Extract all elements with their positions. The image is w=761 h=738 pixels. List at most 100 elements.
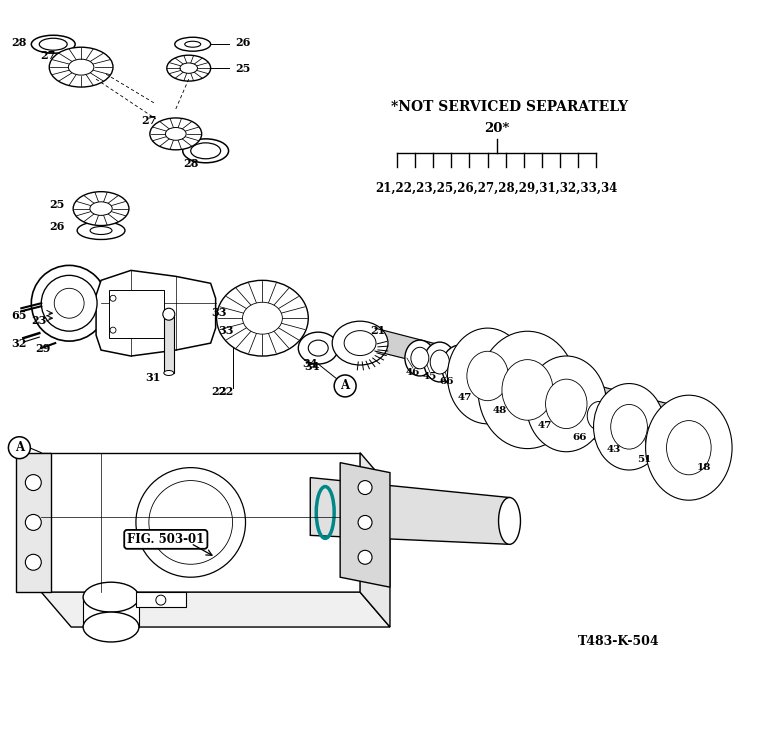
Ellipse shape [467, 351, 508, 401]
Ellipse shape [478, 331, 577, 449]
Circle shape [25, 554, 41, 570]
Ellipse shape [90, 227, 112, 235]
Text: 65: 65 [11, 310, 27, 321]
Ellipse shape [164, 313, 174, 317]
Circle shape [334, 375, 356, 397]
Text: FIG. 503-01: FIG. 503-01 [127, 533, 205, 546]
Ellipse shape [449, 354, 470, 380]
Ellipse shape [424, 342, 456, 382]
Text: 26: 26 [49, 221, 65, 232]
Circle shape [358, 551, 372, 565]
Text: 27: 27 [40, 49, 56, 61]
Ellipse shape [185, 41, 201, 47]
Ellipse shape [167, 55, 211, 81]
Polygon shape [136, 592, 186, 607]
Text: 34: 34 [303, 357, 318, 368]
Ellipse shape [540, 373, 592, 435]
Ellipse shape [645, 424, 669, 452]
Circle shape [110, 327, 116, 333]
Ellipse shape [498, 497, 521, 545]
Ellipse shape [83, 582, 139, 612]
Text: 25: 25 [49, 199, 65, 210]
Polygon shape [310, 477, 510, 545]
Ellipse shape [645, 396, 732, 500]
Text: 26: 26 [236, 37, 251, 48]
Polygon shape [41, 592, 390, 627]
Ellipse shape [667, 421, 711, 475]
Text: 22: 22 [218, 387, 233, 398]
Ellipse shape [165, 128, 186, 140]
Ellipse shape [411, 348, 428, 369]
Ellipse shape [175, 37, 211, 51]
Ellipse shape [40, 38, 67, 50]
Text: 48: 48 [492, 407, 507, 415]
Circle shape [25, 514, 41, 531]
Ellipse shape [164, 370, 174, 376]
Ellipse shape [447, 328, 527, 424]
Ellipse shape [180, 63, 198, 73]
Text: *NOT SERVICED SEPARATELY: *NOT SERVICED SEPARATELY [391, 100, 628, 114]
Ellipse shape [54, 289, 84, 318]
Text: 27: 27 [142, 115, 157, 126]
Text: 28: 28 [11, 37, 27, 48]
Text: 23: 23 [32, 314, 47, 325]
Ellipse shape [607, 399, 652, 455]
Ellipse shape [526, 356, 607, 452]
Text: 20*: 20* [484, 123, 509, 135]
Ellipse shape [344, 331, 376, 356]
Text: 32: 32 [11, 337, 27, 348]
Ellipse shape [308, 340, 328, 356]
Text: 29: 29 [36, 342, 51, 354]
Ellipse shape [430, 350, 449, 374]
Text: 47: 47 [537, 421, 552, 430]
Polygon shape [96, 270, 215, 356]
Text: 47: 47 [457, 393, 472, 402]
Ellipse shape [594, 384, 664, 470]
Text: 33: 33 [218, 325, 234, 336]
Text: A: A [341, 379, 350, 393]
Ellipse shape [502, 359, 553, 420]
Text: 51: 51 [637, 455, 651, 464]
Ellipse shape [587, 401, 611, 430]
Ellipse shape [661, 414, 717, 482]
Text: T483-K-504: T483-K-504 [578, 635, 660, 649]
Ellipse shape [217, 280, 308, 356]
Circle shape [358, 480, 372, 494]
Ellipse shape [90, 201, 112, 215]
Bar [164, 315, 174, 373]
Ellipse shape [298, 332, 338, 364]
Text: 46: 46 [406, 368, 420, 377]
Text: 31: 31 [145, 373, 161, 384]
Text: 33: 33 [211, 307, 226, 318]
Text: 22: 22 [211, 387, 226, 398]
Circle shape [25, 475, 41, 491]
Text: 21: 21 [371, 325, 386, 336]
Polygon shape [41, 452, 360, 592]
Circle shape [358, 515, 372, 529]
Polygon shape [340, 463, 390, 587]
Text: 21,22,23,25,26,27,28,29,31,32,33,34: 21,22,23,25,26,27,28,29,31,32,33,34 [375, 182, 618, 195]
Bar [83, 597, 139, 627]
Ellipse shape [183, 139, 228, 163]
Circle shape [163, 308, 175, 320]
Text: A: A [14, 441, 24, 454]
Text: 45: 45 [422, 373, 437, 382]
Ellipse shape [637, 414, 677, 462]
Polygon shape [360, 452, 390, 627]
Ellipse shape [611, 404, 648, 449]
Ellipse shape [495, 352, 559, 428]
Ellipse shape [333, 321, 388, 365]
Ellipse shape [442, 345, 478, 389]
Ellipse shape [150, 118, 202, 150]
Text: 34: 34 [304, 360, 320, 371]
Circle shape [136, 468, 246, 577]
Ellipse shape [243, 303, 282, 334]
Ellipse shape [49, 47, 113, 87]
Circle shape [110, 295, 116, 301]
Text: 66: 66 [572, 433, 587, 442]
Ellipse shape [546, 379, 587, 429]
Ellipse shape [83, 612, 139, 642]
Circle shape [149, 480, 233, 565]
Ellipse shape [31, 266, 107, 341]
Circle shape [8, 437, 30, 458]
